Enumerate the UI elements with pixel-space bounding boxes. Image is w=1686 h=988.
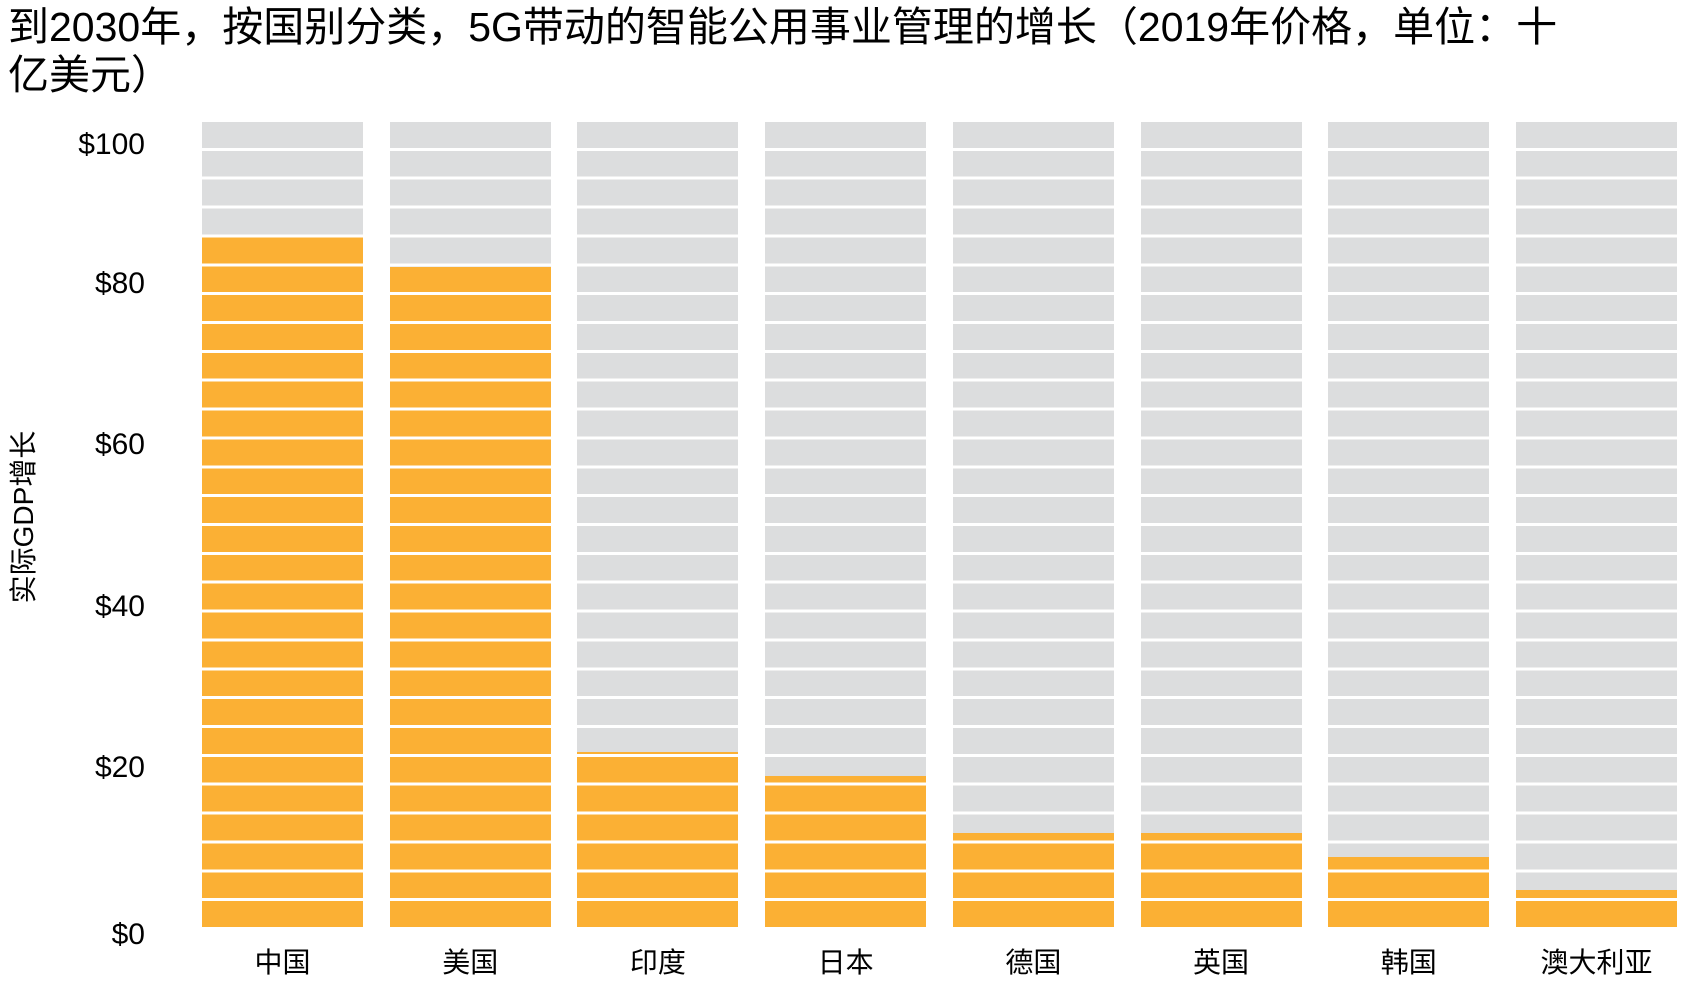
x-label-4: 德国 xyxy=(1005,947,1062,978)
bar-fill-3 xyxy=(765,776,927,930)
bar-fill-0 xyxy=(202,235,363,930)
bar-2 xyxy=(577,122,739,930)
plot-area xyxy=(202,122,1677,930)
bar-0 xyxy=(202,122,363,930)
y-tick-40: $40 xyxy=(94,589,145,623)
bar-fill-7 xyxy=(1516,889,1677,930)
bar-7 xyxy=(1516,122,1677,930)
y-tick-20: $20 xyxy=(94,751,145,785)
x-label-0: 中国 xyxy=(254,947,311,978)
x-label-2: 印度 xyxy=(629,947,686,978)
bar-fill-5 xyxy=(1140,833,1302,930)
bar-fill-2 xyxy=(577,752,739,930)
x-label-1: 美国 xyxy=(442,947,499,978)
y-axis-ticks: $0 $20 $40 $60 $80 $100 xyxy=(0,122,150,951)
bar-5 xyxy=(1140,122,1302,930)
x-label-7: 澳大利亚 xyxy=(1540,947,1653,978)
x-label-6: 韩国 xyxy=(1380,947,1437,978)
chart-title: 到2030年，按国别分类，5G带动的智能公用事业管理的增长（2019年价格，单位… xyxy=(8,4,1558,98)
y-tick-80: $80 xyxy=(94,266,145,300)
y-tick-0: $0 xyxy=(111,918,145,951)
bar-fill-4 xyxy=(952,833,1114,930)
bar-1 xyxy=(389,122,551,930)
x-label-3: 日本 xyxy=(817,947,874,978)
bar-4 xyxy=(952,122,1114,930)
bar-fill-1 xyxy=(389,267,551,930)
y-tick-100: $100 xyxy=(78,128,145,161)
x-label-5: 英国 xyxy=(1193,947,1250,978)
bar-3 xyxy=(765,122,927,930)
y-tick-60: $60 xyxy=(94,428,145,462)
bar-fill-6 xyxy=(1328,857,1490,930)
x-axis-labels: 中国 美国 印度 日本 德国 英国 韩国 澳大利亚 xyxy=(202,941,1677,981)
bar-6 xyxy=(1328,122,1490,930)
